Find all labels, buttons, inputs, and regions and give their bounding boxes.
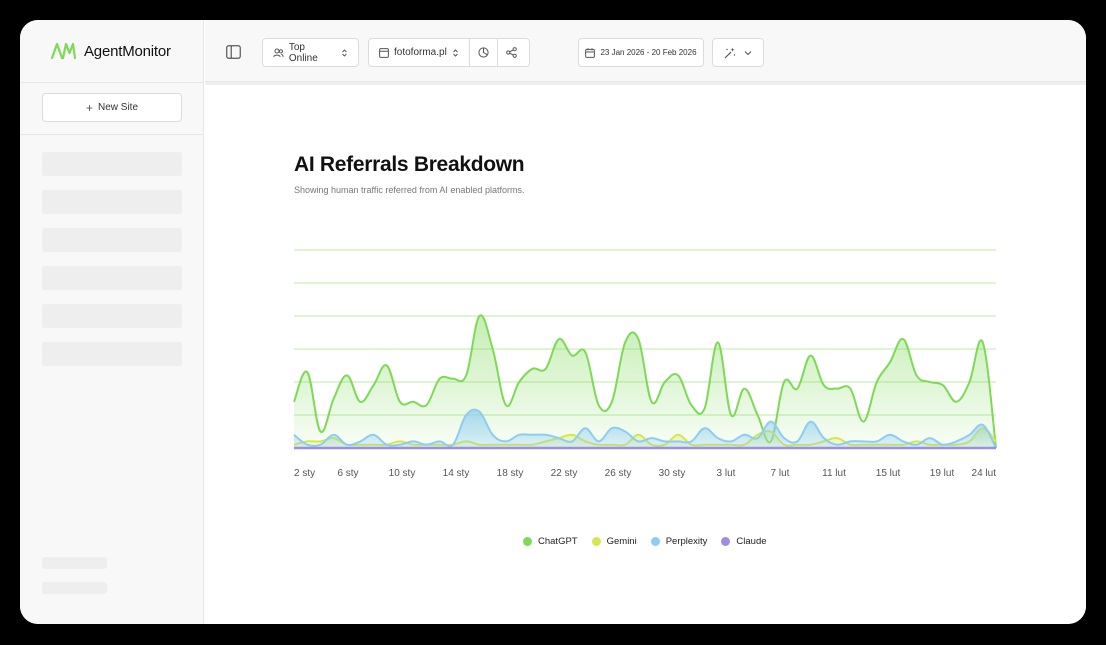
share-icon — [506, 47, 517, 58]
main-content: AI Referrals Breakdown Showing human tra… — [205, 85, 1086, 624]
divider — [20, 82, 204, 83]
sidebar-footer-placeholder — [42, 582, 107, 594]
legend-swatch — [650, 537, 660, 546]
x-tick-label: 2 sty — [294, 468, 315, 479]
sidebar-item-placeholder — [42, 190, 182, 214]
legend-item-perplexity[interactable]: Perplexity — [650, 536, 708, 547]
x-tick-label: 6 sty — [337, 468, 358, 479]
legend-label: Gemini — [606, 536, 637, 547]
legend-item-claude[interactable]: Claude — [721, 536, 767, 547]
plus-icon: + — [85, 100, 93, 115]
x-tick-label: 14 sty — [443, 468, 470, 479]
divider — [20, 134, 204, 135]
magic-menu-button[interactable] — [712, 38, 764, 67]
segment-label: Top Online — [288, 41, 318, 64]
app-logo[interactable]: AgentMonitor — [50, 42, 171, 60]
chart-legend: ChatGPT Gemini Perplexity Claude — [523, 536, 767, 547]
segment-select[interactable]: Top Online — [262, 38, 359, 67]
x-tick-label: 30 sty — [659, 468, 686, 479]
legend-swatch — [523, 537, 532, 546]
analytics-button[interactable] — [470, 39, 497, 66]
x-tick-label: 18 sty — [497, 468, 524, 479]
legend-swatch — [721, 537, 731, 546]
sidebar-item-placeholder — [42, 228, 182, 252]
chevron-down-icon — [744, 50, 752, 55]
sidebar-item-placeholder — [42, 304, 182, 328]
sidebar-item-placeholder — [42, 266, 182, 290]
date-range-picker[interactable]: 23 Jan 2026 - 20 Feb 2026 — [578, 38, 704, 67]
app-name: AgentMonitor — [84, 42, 171, 60]
topbar-shadow — [205, 82, 1086, 85]
x-tick-label: 3 lut — [717, 468, 736, 479]
chevron-updown-icon — [452, 48, 458, 57]
legend-label: Perplexity — [665, 536, 708, 547]
x-tick-label: 11 lut — [822, 468, 846, 479]
new-site-button[interactable]: + New Site — [42, 93, 182, 122]
divider — [468, 39, 470, 66]
sidebar-footer-placeholder — [42, 557, 107, 569]
browser-icon — [379, 47, 389, 58]
legend-swatch — [591, 537, 601, 546]
chevron-updown-icon — [342, 48, 347, 57]
series-line-chatgpt[interactable] — [293, 314, 997, 449]
users-icon — [273, 48, 284, 57]
legend-item-gemini[interactable]: Gemini — [591, 536, 637, 547]
legend-label: Claude — [736, 536, 767, 547]
site-label: fotoforma.pl — [394, 47, 447, 58]
ai-referrals-chart: 2 sty 6 sty 10 sty 14 sty 18 sty 22 sty 26 sty… — [293, 249, 997, 479]
x-tick-label: 22 sty — [551, 468, 578, 479]
page-subtitle: Showing human traffic referred from AI e… — [294, 185, 525, 195]
sidebar-item-placeholder — [42, 152, 182, 176]
sidebar-item-placeholder — [42, 342, 182, 366]
divider — [496, 39, 498, 66]
legend-item-chatgpt[interactable]: ChatGPT — [523, 536, 578, 547]
pie-chart-icon — [478, 47, 489, 58]
site-select[interactable]: fotoforma.pl — [369, 39, 469, 66]
topbar: Top Online fotoforma.pl — [205, 20, 1086, 82]
x-tick-label: 10 sty — [389, 468, 416, 479]
x-tick-label: 24 lut — [972, 468, 997, 479]
series-area-perplexity — [294, 409, 996, 448]
toggle-sidebar-button[interactable] — [223, 42, 243, 62]
x-tick-label: 19 lut — [930, 468, 955, 479]
legend-label: ChatGPT — [538, 536, 578, 547]
series-line-perplexity[interactable] — [293, 408, 997, 449]
date-range-label: 23 Jan 2026 - 20 Feb 2026 — [600, 48, 697, 57]
agentmonitor-logo-icon — [50, 42, 76, 60]
new-site-label: New Site — [98, 102, 139, 113]
site-toolbar-group: fotoforma.pl — [368, 38, 530, 67]
sidebar-toggle-icon — [225, 45, 241, 59]
x-tick-label: 7 lut — [771, 468, 790, 479]
sidebar: AgentMonitor + New Site — [20, 20, 204, 624]
calendar-icon — [585, 47, 596, 58]
x-tick-label: 15 lut — [876, 468, 901, 479]
magic-wand-icon — [724, 47, 736, 58]
app-window: AgentMonitor + New Site — [20, 20, 1086, 624]
page-title: AI Referrals Breakdown — [294, 153, 525, 176]
share-button[interactable] — [498, 39, 525, 66]
x-tick-label: 26 sty — [605, 468, 632, 479]
